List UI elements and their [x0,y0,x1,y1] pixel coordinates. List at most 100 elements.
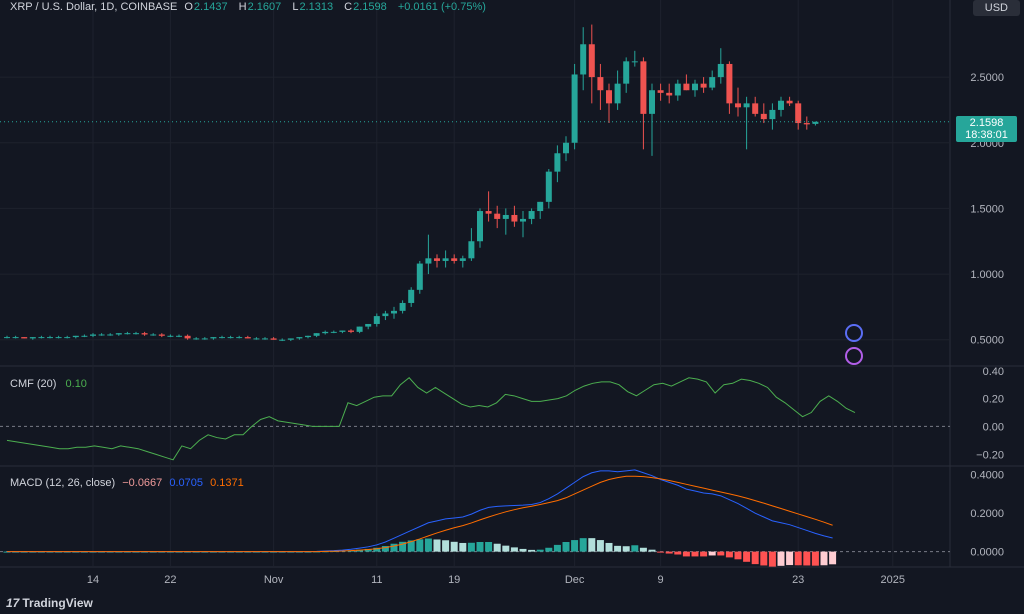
macd-histogram-bar [356,549,364,552]
macd-tick-label: 0.0000 [970,547,1004,559]
candle-body [322,331,329,334]
cmf-line [6,377,856,461]
macd-histogram-bar [708,551,716,556]
macd-pane [0,469,950,567]
macd-histogram-bar [648,549,656,552]
candle-body [709,77,716,88]
macd-histogram-bar [829,551,837,565]
macd-histogram-bar [553,544,561,552]
cmf-legend: CMF (20) 0.10 [10,378,87,390]
candle-body [133,333,139,335]
close-value: 2.1598 [353,1,387,13]
candle-body [262,338,268,340]
lightning-icon[interactable] [845,347,863,365]
macd-histogram-bar [751,551,759,565]
macd-histogram-bar [622,546,630,552]
time-tick-label: 11 [371,574,382,586]
macd-histogram-bar [682,551,690,557]
candle-body [614,83,621,104]
candle-body [520,218,526,222]
time-tick-label: 9 [658,574,664,586]
candle-body [313,333,320,336]
candle-body [176,335,182,337]
macd-histogram-bar [691,551,699,557]
candle-body [674,83,681,96]
candle-body [485,211,492,214]
macd-histogram-bar [433,539,441,552]
candle-body [606,90,612,104]
time-tick-label: 14 [87,574,99,586]
candles [0,24,950,342]
candle-body [330,331,337,333]
close-key: C [344,1,353,13]
macd-histogram-bar [493,543,501,552]
candle-body [760,113,767,120]
macd-line-value: 0.0705 [169,477,204,489]
macd-histogram-bar [528,549,536,552]
candle-body [55,337,62,339]
macd-histogram-bar [399,541,407,552]
candle-body [425,258,432,264]
candle-body [193,338,200,340]
candle-body [408,289,415,303]
macd-histogram-bar [442,540,450,552]
candle-body [692,83,698,91]
macd-histogram-bar [562,542,570,552]
currency-button[interactable]: USD [972,0,1020,16]
macd-histogram-bar [373,547,381,552]
brand-name: TradingView [22,596,93,610]
macd-histogram-bar [519,548,527,552]
cmf-tick-label: 0.00 [983,421,1004,433]
candle-body [38,337,45,339]
cmf-value: 0.10 [65,378,87,390]
candle-body [244,337,251,339]
candle-body [270,338,277,340]
candle-body [803,123,810,125]
cmf-tick-label: 0.20 [983,394,1004,406]
macd-histogram-bar [665,551,673,554]
last-price: 2.1598 [969,117,1004,129]
candle-body [769,109,776,120]
macd-histogram-bar [485,542,493,552]
macd-histogram-bar [364,548,372,552]
candle-body [391,310,397,314]
tradingview-logo[interactable]: 17 TradingView [6,596,93,610]
candle-body [12,337,19,339]
macd-histogram-bar [639,547,647,552]
macd-histogram-bar [510,547,518,552]
candle-body [296,337,303,339]
candle-body [158,334,165,336]
candle-body [631,61,638,63]
candle-body [167,335,174,337]
price-tick-label: 0.5000 [970,335,1004,347]
candle-body [786,100,793,104]
macd-histogram-bar [820,551,828,566]
candle-body [287,338,294,340]
candle-body [365,323,372,327]
macd-signal-value: 0.1371 [210,477,244,489]
logo-mark: 17 [6,596,20,610]
candle-body [305,335,311,338]
macd-histogram-bar [502,545,510,552]
candle-body [726,63,733,104]
candle-body [184,335,191,339]
candle-body [657,90,664,93]
low-key: L [292,1,299,13]
compass-icon[interactable] [845,324,863,342]
macd-histogram-bar [424,538,432,552]
macd-histogram-bar [631,545,639,552]
candle-body [141,333,148,335]
candle-body [98,334,105,336]
time-tick-label: Dec [565,574,585,586]
macd-histogram-bar [381,546,389,552]
time-tick-label: Nov [264,574,284,586]
candle-body [90,334,96,336]
candle-body [502,214,509,219]
price-tick-label: 1.5000 [970,203,1004,215]
candle-body [588,44,595,78]
macd-title: MACD (12, 26, close) [10,477,116,489]
candle-body [47,337,53,339]
candle-body [339,330,346,332]
candle-body [150,334,157,336]
